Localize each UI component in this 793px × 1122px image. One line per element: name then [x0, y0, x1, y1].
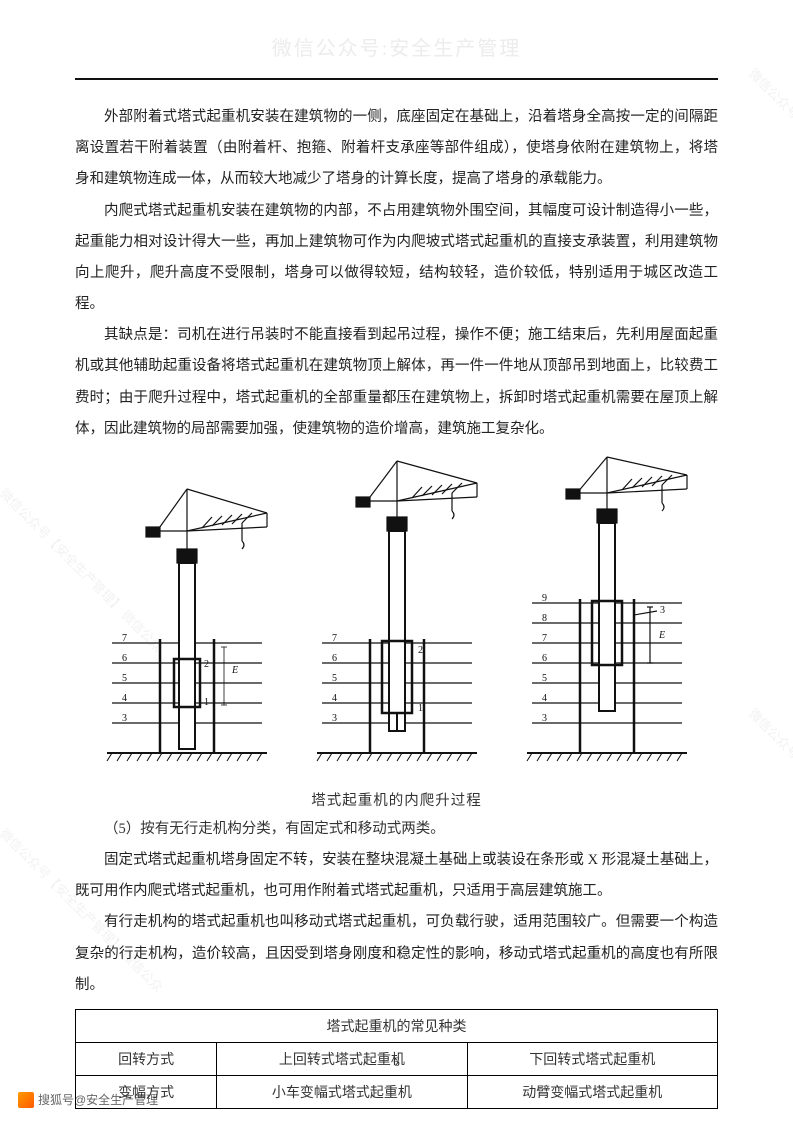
table-cell: 变幅方式: [76, 1075, 217, 1108]
figure-caption: 塔式起重机的内爬升过程: [311, 789, 482, 810]
crane-diagram-stage3: 9 8 7 6 5 4 3 E 3: [522, 453, 692, 783]
floor-label: 7: [332, 633, 337, 644]
table-cell: 回转方式: [76, 1042, 217, 1075]
diagonal-watermark: 微信公众号【安全生产管理】 微信公众: [745, 63, 793, 235]
table-title: 塔式起重机的常见种类: [76, 1009, 718, 1042]
figure-block: 7 6 5 4 3 E 1 2: [75, 453, 718, 810]
table-cell: 上回转式塔式起重机: [217, 1042, 467, 1075]
dim-label: E: [658, 630, 665, 641]
floor-label: 5: [542, 673, 547, 684]
crane-diagram-stage1: 7 6 5 4 3 E 1 2: [102, 453, 272, 783]
floor-label: 4: [332, 693, 337, 704]
table-row: 回转方式 上回转式塔式起重机 下回转式塔式起重机: [76, 1042, 718, 1075]
content-body: 外部附着式塔式起重机安装在建筑物的一侧，底座固定在基础上，沿着塔身全高按一定的间…: [75, 30, 718, 1109]
floor-label: 3: [332, 713, 337, 724]
floor-label: 7: [542, 633, 547, 644]
crane-types-table: 塔式起重机的常见种类 回转方式 上回转式塔式起重机 下回转式塔式起重机 变幅方式…: [75, 1009, 718, 1109]
annot-num: 3: [660, 605, 665, 616]
floor-label: 9: [542, 593, 547, 604]
diagonal-watermark: 微信公众号【安全生产管理】 微信公众: [745, 703, 793, 875]
list-item-5: （5）按有无行走机构分类，有固定式和移动式两类。: [75, 814, 718, 845]
floor-label: 4: [542, 693, 547, 704]
floor-label: 3: [542, 713, 547, 724]
floor-label: 8: [542, 613, 547, 624]
floor-label: 7: [122, 633, 127, 644]
paragraph: 有行走机构的塔式起重机也叫移动式塔式起重机，可负载行驶，适用范围较广。但需要一个…: [75, 907, 718, 1001]
paragraph: 内爬式塔式起重机安装在建筑物的内部，不占用建筑物外围空间，其幅度可设计制造得小一…: [75, 196, 718, 321]
annot-num: 2: [204, 659, 209, 670]
floor-label: 6: [332, 653, 337, 664]
annot-num: 2: [418, 645, 423, 656]
paragraph: 其缺点是：司机在进行吊装时不能直接看到起吊过程，操作不便；施工结束后，先利用屋面…: [75, 320, 718, 445]
floor-label: 6: [542, 653, 547, 664]
figure-row: 7 6 5 4 3 E 1 2: [102, 453, 692, 783]
floor-label: 6: [122, 653, 127, 664]
table-cell: 动臂变幅式塔式起重机: [467, 1075, 717, 1108]
paragraph: 外部附着式塔式起重机安装在建筑物的一侧，底座固定在基础上，沿着塔身全高按一定的间…: [75, 102, 718, 196]
floor-label: 5: [122, 673, 127, 684]
floor-label: 5: [332, 673, 337, 684]
floor-label: 3: [122, 713, 127, 724]
crane-diagram-stage2: 7 6 5 4 3 1 2: [312, 453, 482, 783]
floor-label: 4: [122, 693, 127, 704]
table-row: 变幅方式 小车变幅式塔式起重机 动臂变幅式塔式起重机: [76, 1075, 718, 1108]
table-cell: 下回转式塔式起重机: [467, 1042, 717, 1075]
table-cell: 小车变幅式塔式起重机: [217, 1075, 467, 1108]
sohu-logo-icon: [18, 1092, 34, 1108]
paragraph: 固定式塔式起重机塔身固定不转，安装在整块混凝土基础上或装设在条形或 X 形混凝土…: [75, 845, 718, 907]
document-page: 微信公众号:安全生产管理 微信公众号【安全生产管理】 微信公众 微信公众号【安全…: [0, 0, 793, 1122]
annot-num: 1: [204, 697, 209, 708]
dim-label: E: [231, 665, 238, 676]
annot-num: 1: [418, 703, 423, 714]
